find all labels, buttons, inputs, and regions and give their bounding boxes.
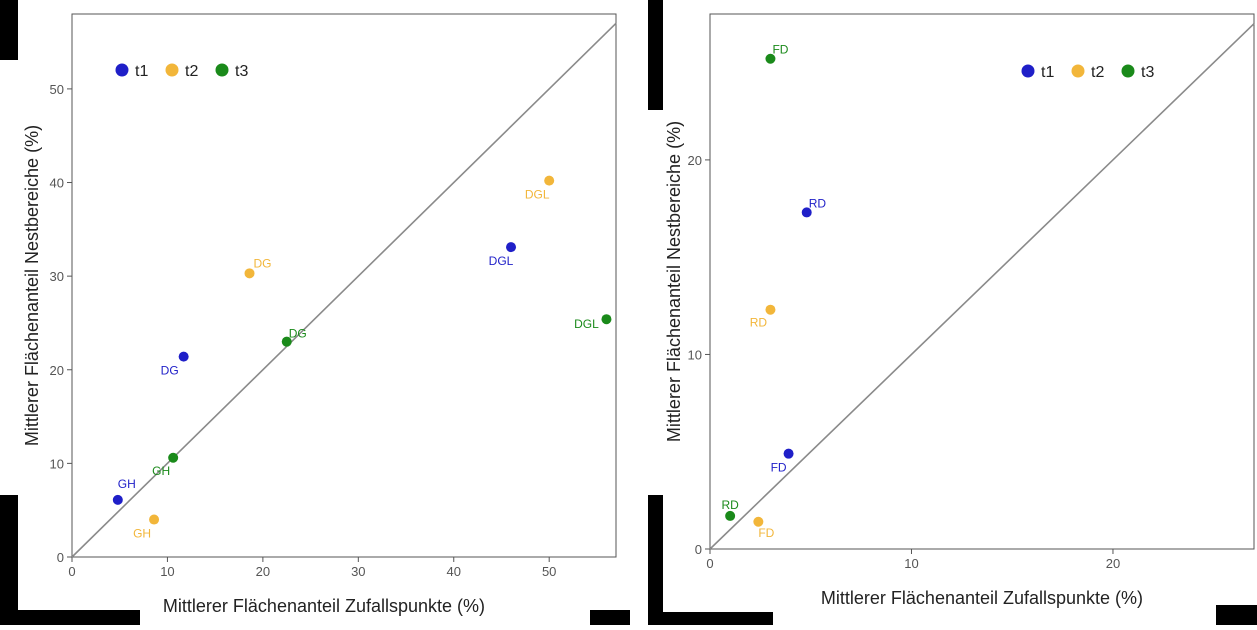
legend-marker-t2 — [1071, 64, 1085, 78]
diagonal-line — [71, 22, 617, 558]
data-point-t1 — [178, 351, 189, 362]
x-axis-label: Mittlerer Flächenanteil Zufallspunkte (%… — [163, 596, 485, 616]
data-label-t1: DGL — [489, 254, 514, 268]
x-tick-label: 10 — [904, 556, 918, 571]
black-bar-top-left — [648, 0, 663, 110]
data-label-t3: FD — [772, 43, 788, 57]
data-point-t2 — [544, 175, 555, 186]
data-label-t2: RD — [750, 316, 768, 330]
y-tick-label: 30 — [50, 269, 64, 284]
y-axis-label: Mittlerer Flächenanteil Nestbereiche (%) — [22, 125, 42, 446]
x-tick-label: 50 — [542, 564, 556, 579]
x-tick-label: 20 — [1106, 556, 1120, 571]
data-point-t3 — [281, 336, 292, 347]
scatter-chart-right: 0 10 20 0 10 20 Mittlerer Flächenanteil Zufall… — [664, 13, 1255, 608]
data-point-t1 — [112, 494, 123, 505]
black-bar-top-left — [0, 0, 18, 60]
black-bar-bottom-left — [0, 495, 18, 625]
x-tick-label: 0 — [706, 556, 713, 571]
black-bar-bottom — [0, 610, 140, 625]
legend-label-t1: t1 — [1041, 64, 1054, 81]
y-tick-label: 0 — [57, 550, 64, 565]
x-tick-label: 40 — [447, 564, 461, 579]
legend-marker-t3 — [1121, 64, 1135, 78]
legend-marker-t2 — [165, 63, 179, 77]
data-label-t3: RD — [721, 498, 739, 512]
plot-frame — [709, 13, 1255, 550]
data-label-t3: DGL — [574, 317, 599, 331]
data-label-t2: DG — [254, 256, 272, 270]
data-point-t3 — [168, 452, 179, 463]
data-point-t3 — [601, 314, 612, 325]
data-point-t3 — [725, 510, 736, 521]
y-tick-label: 20 — [50, 363, 64, 378]
y-tick-label: 10 — [688, 347, 702, 362]
legend-marker-t1 — [1021, 64, 1035, 78]
y-tick-label: 50 — [50, 82, 64, 97]
data-label-t3: DG — [289, 327, 307, 341]
data-point-t1 — [801, 207, 812, 218]
data-label-t2: DGL — [525, 188, 550, 202]
x-tick-label: 20 — [256, 564, 270, 579]
data-label-t1: RD — [809, 196, 827, 210]
y-tick-label: 20 — [688, 153, 702, 168]
legend-label-t3: t3 — [1141, 64, 1154, 81]
y-tick-label: 0 — [695, 542, 702, 557]
data-point-t1 — [506, 242, 517, 253]
plot-frame — [71, 13, 617, 558]
data-point-t1 — [783, 448, 794, 459]
data-point-t2 — [244, 268, 255, 279]
data-label-t1: DG — [161, 364, 179, 378]
chart-panel-right: 0 10 20 0 10 20 Mittlerer Flächenanteil Zufall… — [648, 0, 1257, 625]
y-axis-label: Mittlerer Flächenanteil Nestbereiche (%) — [664, 121, 684, 442]
x-axis-label: Mittlerer Flächenanteil Zufallspunkte (%… — [821, 588, 1143, 608]
y-tick-label: 40 — [50, 176, 64, 191]
x-tick-label: 30 — [351, 564, 365, 579]
black-bar-bottom-left — [648, 495, 663, 625]
black-bar-bottom-right — [590, 610, 630, 625]
data-label-t1: FD — [771, 461, 787, 475]
data-point-t3 — [765, 53, 776, 64]
legend-label-t1: t1 — [135, 63, 148, 80]
black-bar-bottom — [648, 612, 773, 625]
legend-label-t2: t2 — [185, 63, 198, 80]
black-bar-bottom-right — [1216, 605, 1257, 625]
data-point-t2 — [753, 516, 764, 527]
data-label-t2: GH — [133, 527, 151, 541]
chart-panel-left: 0 10 20 30 40 50 0 10 20 30 40 50 Mittlerer Flächena… — [0, 0, 630, 625]
diagonal-line — [709, 23, 1255, 550]
scatter-chart-left: 0 10 20 30 40 50 0 10 20 30 40 50 Mittlerer Flächena… — [22, 13, 617, 616]
x-tick-label: 0 — [68, 564, 75, 579]
data-label-t1: GH — [118, 477, 136, 491]
legend-marker-t3 — [215, 63, 229, 77]
data-label-t2: FD — [758, 526, 774, 540]
data-point-t2 — [765, 304, 776, 315]
y-tick-label: 10 — [50, 456, 64, 471]
legend-label-t2: t2 — [1091, 64, 1104, 81]
legend-marker-t1 — [115, 63, 129, 77]
legend-label-t3: t3 — [235, 63, 248, 80]
data-label-t3: GH — [152, 464, 170, 478]
data-point-t2 — [149, 514, 160, 525]
x-tick-label: 10 — [160, 564, 174, 579]
